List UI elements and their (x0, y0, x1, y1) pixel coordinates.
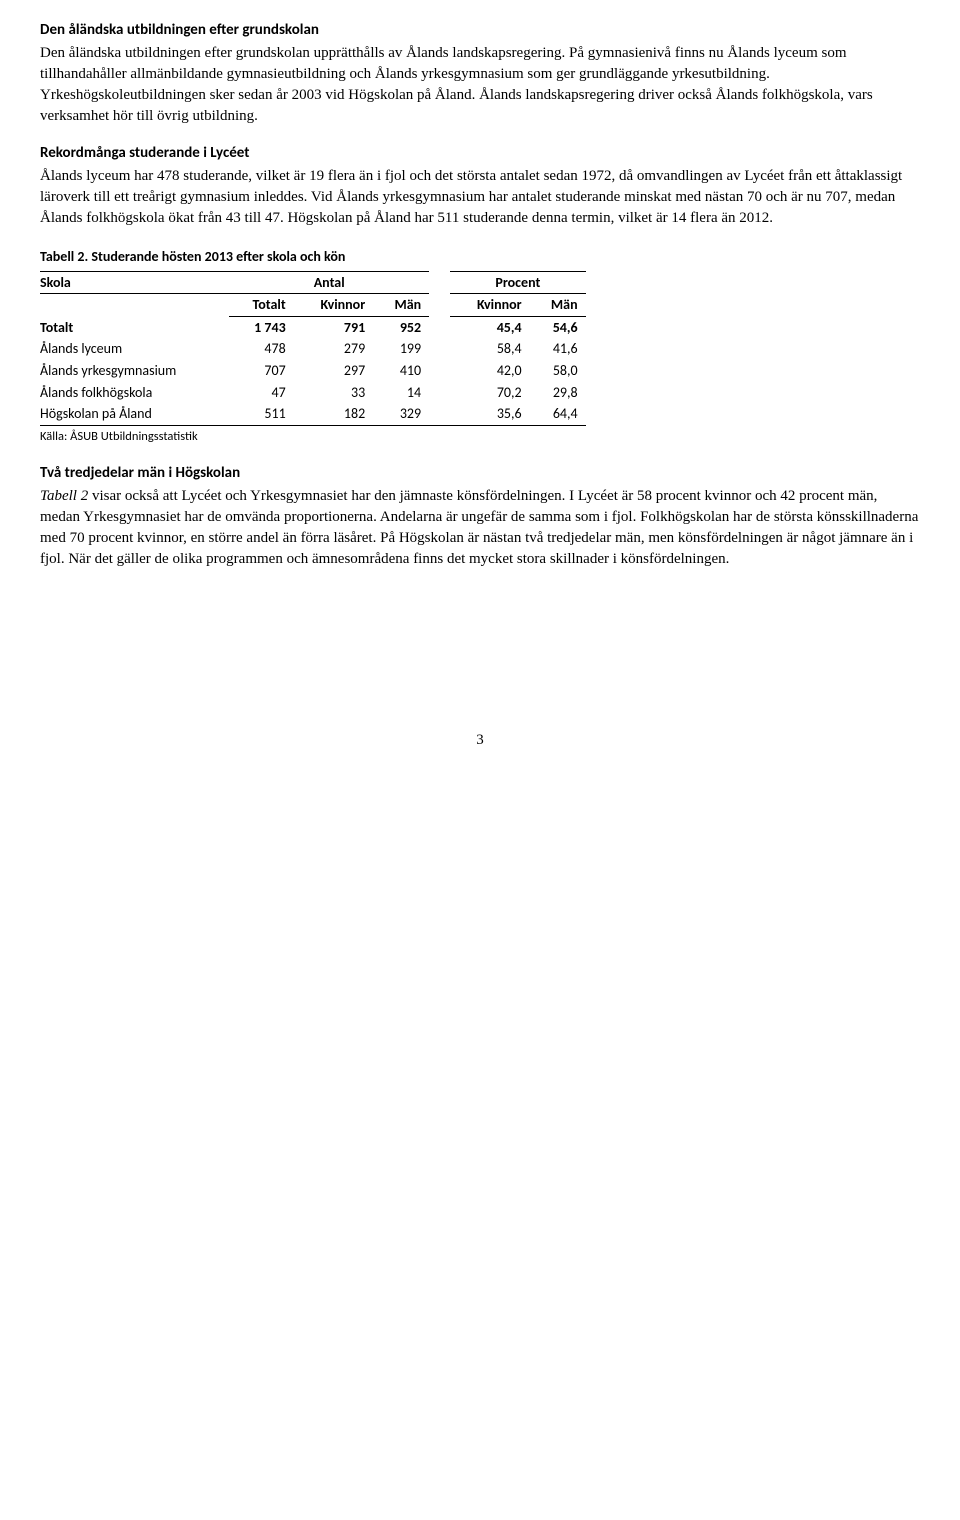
cell-label: Totalt (40, 316, 229, 338)
cell-pkv: 70,2 (450, 382, 530, 404)
table-source: Källa: ÅSUB Utbildningsstatistik (40, 428, 920, 446)
cell-kv: 297 (294, 360, 374, 382)
table-caption: Tabell 2. Studerande hösten 2013 efter s… (40, 247, 920, 267)
table-row: Ålands yrkesgymnasium 707 297 410 42,0 5… (40, 360, 586, 382)
cell-man: 199 (373, 338, 429, 360)
section1-heading: Den åländska utbildningen efter grundsko… (40, 20, 920, 41)
cell-pman: 54,6 (530, 316, 586, 338)
cell-totalt: 707 (229, 360, 293, 382)
section2-body: Ålands lyceum har 478 studerande, vilket… (40, 166, 920, 229)
col-skola: Skola (40, 271, 229, 294)
cell-pman: 58,0 (530, 360, 586, 382)
cell-kv: 182 (294, 403, 374, 425)
cell-kv: 279 (294, 338, 374, 360)
table-row: Ålands folkhögskola 47 33 14 70,2 29,8 (40, 382, 586, 404)
cell-totalt: 511 (229, 403, 293, 425)
section3-rest: visar också att Lycéet och Yrkesgymnasie… (40, 488, 918, 567)
page-number: 3 (40, 730, 920, 751)
sub-totalt: Totalt (229, 294, 293, 317)
cell-label: Ålands yrkesgymnasium (40, 360, 229, 382)
cell-pkv: 35,6 (450, 403, 530, 425)
cell-kv: 791 (294, 316, 374, 338)
cell-pman: 41,6 (530, 338, 586, 360)
sub-kvinnor-2: Kvinnor (450, 294, 530, 317)
section3-heading: Två tredjedelar män i Högskolan (40, 463, 920, 484)
tabell-ref: Tabell 2 (40, 488, 88, 504)
cell-label: Ålands folkhögskola (40, 382, 229, 404)
cell-pman: 29,8 (530, 382, 586, 404)
sub-kvinnor-1: Kvinnor (294, 294, 374, 317)
cell-totalt: 1 743 (229, 316, 293, 338)
cell-pkv: 45,4 (450, 316, 530, 338)
sub-man-1: Män (373, 294, 429, 317)
cell-label: Högskolan på Åland (40, 403, 229, 425)
cell-kv: 33 (294, 382, 374, 404)
data-table: Skola Antal Procent Totalt Kvinnor Män K… (40, 271, 586, 426)
section2-heading: Rekordmånga studerande i Lycéet (40, 143, 920, 164)
cell-totalt: 478 (229, 338, 293, 360)
cell-man: 14 (373, 382, 429, 404)
table-row: Högskolan på Åland 511 182 329 35,6 64,4 (40, 403, 586, 425)
cell-pkv: 42,0 (450, 360, 530, 382)
col-procent: Procent (450, 271, 586, 294)
section3-body: Tabell 2 visar också att Lycéet och Yrke… (40, 486, 920, 570)
cell-pman: 64,4 (530, 403, 586, 425)
table-row: Ålands lyceum 478 279 199 58,4 41,6 (40, 338, 586, 360)
cell-totalt: 47 (229, 382, 293, 404)
section1-body: Den åländska utbildningen efter grundsko… (40, 43, 920, 127)
sub-man-2: Män (530, 294, 586, 317)
cell-man: 410 (373, 360, 429, 382)
cell-man: 952 (373, 316, 429, 338)
table-row: Totalt 1 743 791 952 45,4 54,6 (40, 316, 586, 338)
cell-man: 329 (373, 403, 429, 425)
col-antal: Antal (229, 271, 429, 294)
cell-pkv: 58,4 (450, 338, 530, 360)
cell-label: Ålands lyceum (40, 338, 229, 360)
